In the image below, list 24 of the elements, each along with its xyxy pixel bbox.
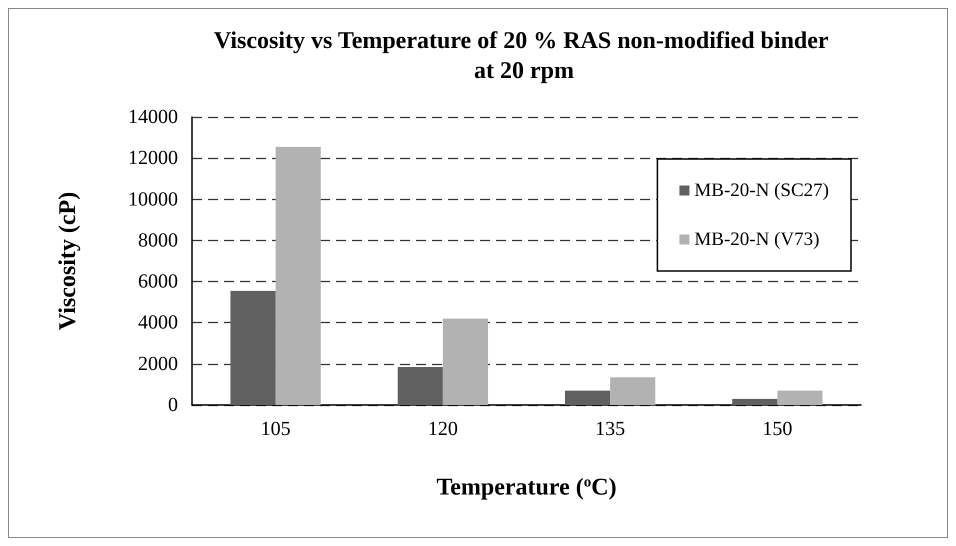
bar [610,377,656,405]
legend-label: MB-20-N (SC27) [694,180,830,201]
x-tick-label: 105 [260,418,291,440]
bar [777,390,823,405]
bar [442,318,488,405]
bar [276,146,321,405]
y-tick-label: 14000 [128,106,178,128]
x-tick-label: 120 [428,418,458,440]
chart-title: Viscosity vs Temperature of 20 % RAS non-modified binder at 20 rpm [214,28,834,84]
bar [564,390,610,405]
bar [398,366,443,405]
bar [230,290,276,405]
y-tick-label: 8000 [138,229,178,252]
bar [732,398,778,405]
y-tick-label: 4000 [138,312,178,334]
y-tick-label: 10000 [128,188,178,210]
x-tick-label: 150 [762,418,792,440]
y-tick-label: 2000 [138,352,178,375]
y-tick-label: 6000 [138,270,178,293]
y-axis-title: Viscosity (cP) [55,192,81,330]
y-tick-label: 0 [168,394,178,416]
y-tick-label: 12000 [128,147,178,170]
legend-label: MB-20-N (V73) [694,229,820,250]
x-tick-label: 135 [595,418,626,440]
